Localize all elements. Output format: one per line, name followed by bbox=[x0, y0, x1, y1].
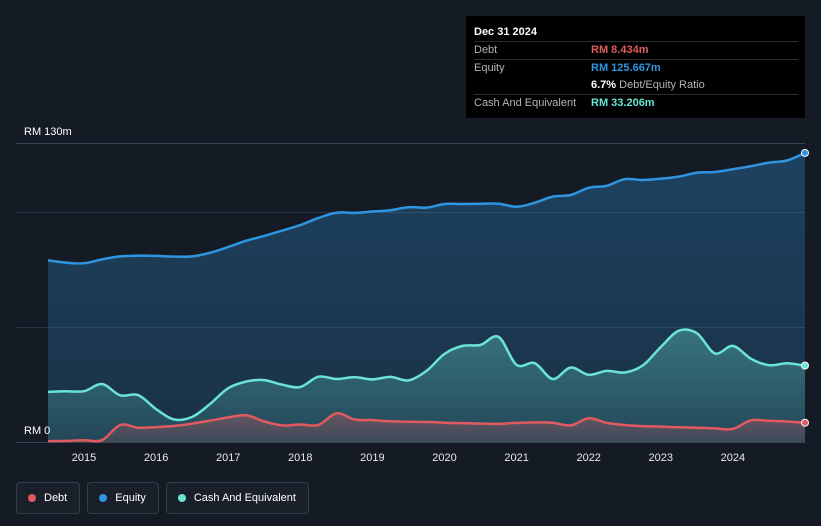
equity-end-point[interactable] bbox=[801, 148, 809, 157]
tooltip-debt-value: RM 8.434m bbox=[591, 44, 649, 56]
tooltip-equity-value: RM 125.667m bbox=[591, 62, 661, 74]
tooltip-ratio-value: 6.7% bbox=[591, 79, 617, 91]
x-tick-label: 2019 bbox=[360, 452, 384, 464]
tooltip-row-ratio: 6.7% Debt/Equity Ratio bbox=[474, 77, 798, 94]
cash-dot-icon bbox=[177, 494, 186, 502]
tooltip-ratio-label: Debt/Equity Ratio bbox=[619, 79, 705, 91]
x-tick-label: 2021 bbox=[504, 452, 528, 464]
x-tick-label: 2024 bbox=[721, 452, 745, 464]
tooltip-cash-value: RM 33.206m bbox=[591, 97, 655, 109]
tooltip-row-equity: Equity RM 125.667m bbox=[474, 59, 798, 77]
debt-area bbox=[48, 413, 805, 442]
debt-dot-icon bbox=[28, 494, 36, 502]
legend-debt-label: Debt bbox=[44, 492, 68, 504]
equity-dot-icon bbox=[99, 494, 108, 502]
debt-line bbox=[47, 411, 806, 443]
end-markers bbox=[801, 148, 809, 427]
equity-line bbox=[47, 151, 806, 265]
tooltip-cash-label: Cash And Equivalent bbox=[474, 97, 577, 109]
tooltip-equity-label: Equity bbox=[474, 62, 505, 74]
cash-end-point[interactable] bbox=[801, 361, 809, 370]
x-tick-label: 2020 bbox=[432, 452, 456, 464]
tooltip-debt-label: Debt bbox=[474, 44, 498, 56]
x-tick-label: 2016 bbox=[144, 452, 168, 464]
x-axis-ticks: 2015 2016 2017 2018 2019 2020 2021 2022 2023 2024 bbox=[72, 452, 745, 464]
tooltip-date: Dec 31 2024 bbox=[474, 26, 537, 38]
cash-line bbox=[47, 328, 806, 422]
y-axis-top-label: RM 130m bbox=[24, 126, 72, 138]
legend-item-debt[interactable]: Debt bbox=[16, 482, 81, 514]
x-tick-label: 2015 bbox=[72, 452, 96, 464]
debt-end-point[interactable] bbox=[801, 418, 809, 427]
cash-area bbox=[48, 329, 805, 442]
x-tick-label: 2018 bbox=[288, 452, 312, 464]
legend-equity-label: Equity bbox=[115, 492, 146, 504]
legend-item-equity[interactable]: Equity bbox=[87, 482, 159, 514]
x-tick-label: 2023 bbox=[649, 452, 673, 464]
legend-cash-label: Cash And Equivalent bbox=[193, 492, 296, 504]
legend-item-cash[interactable]: Cash And Equivalent bbox=[165, 482, 309, 514]
equity-area bbox=[48, 152, 805, 442]
chart-legend: Debt Equity Cash And Equivalent bbox=[16, 482, 309, 514]
y-axis-zero-label: RM 0 bbox=[24, 425, 50, 437]
x-tick-label: 2017 bbox=[216, 452, 240, 464]
series-layer bbox=[47, 151, 806, 443]
x-tick-label: 2022 bbox=[576, 452, 600, 464]
data-tooltip: Dec 31 2024 Debt RM 8.434m Equity RM 125… bbox=[466, 16, 805, 118]
tooltip-row-debt: Debt RM 8.434m bbox=[474, 41, 798, 59]
tooltip-row-cash: Cash And Equivalent RM 33.206m bbox=[474, 94, 798, 112]
